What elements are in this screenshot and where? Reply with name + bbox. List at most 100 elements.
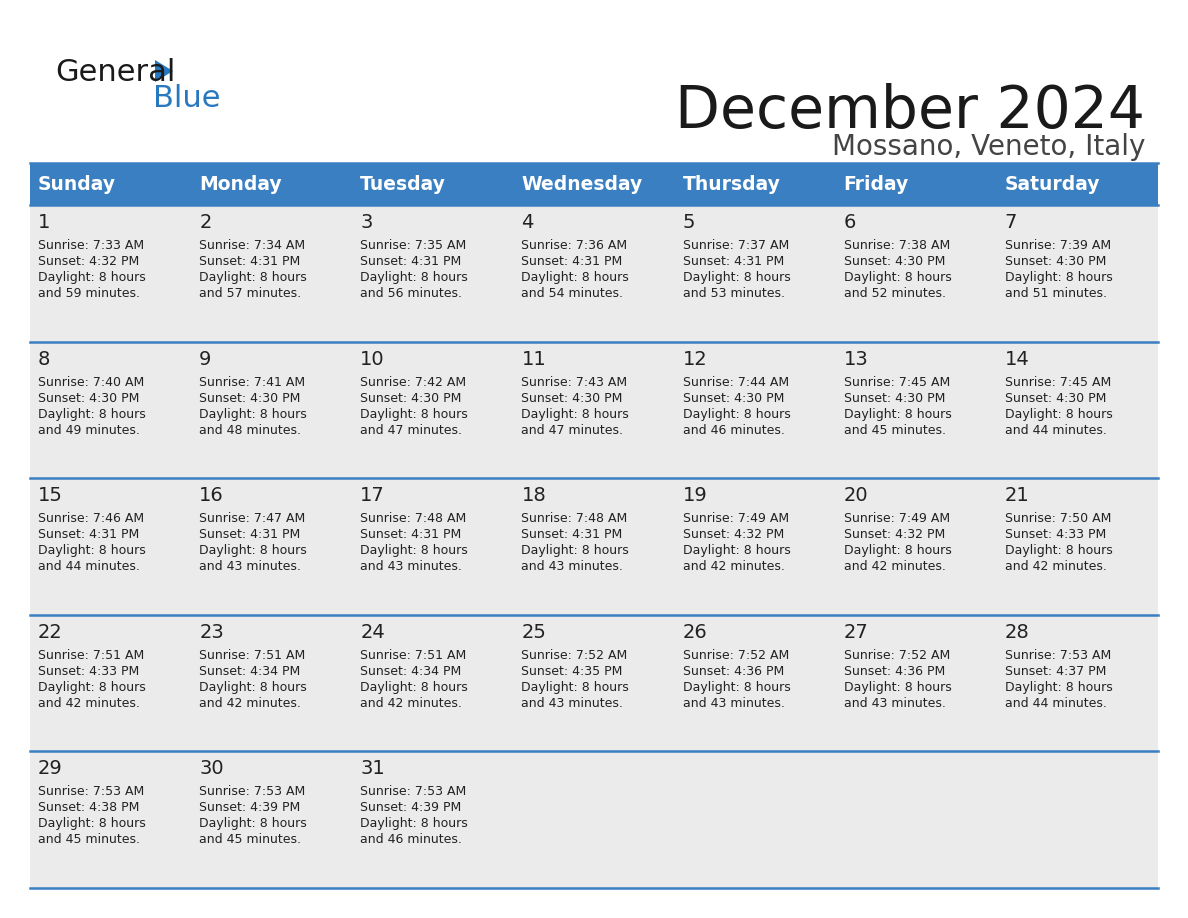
Bar — [30, 615, 1158, 752]
Text: and 48 minutes.: and 48 minutes. — [200, 423, 301, 437]
Text: Sunset: 4:30 PM: Sunset: 4:30 PM — [843, 392, 946, 405]
Text: Mossano, Veneto, Italy: Mossano, Veneto, Italy — [832, 133, 1145, 161]
Text: 7: 7 — [1005, 213, 1017, 232]
Text: Daylight: 8 hours: Daylight: 8 hours — [360, 681, 468, 694]
Text: Sunset: 4:30 PM: Sunset: 4:30 PM — [200, 392, 301, 405]
Text: Daylight: 8 hours: Daylight: 8 hours — [1005, 681, 1113, 694]
Text: Sunrise: 7:53 AM: Sunrise: 7:53 AM — [360, 786, 467, 799]
Text: and 59 minutes.: and 59 minutes. — [38, 287, 140, 300]
Text: Sunset: 4:39 PM: Sunset: 4:39 PM — [360, 801, 461, 814]
Text: Sunset: 4:36 PM: Sunset: 4:36 PM — [683, 665, 784, 677]
Text: Daylight: 8 hours: Daylight: 8 hours — [843, 271, 952, 284]
Text: Sunrise: 7:34 AM: Sunrise: 7:34 AM — [200, 239, 305, 252]
Text: and 47 minutes.: and 47 minutes. — [522, 423, 624, 437]
Text: 28: 28 — [1005, 622, 1030, 642]
Text: Daylight: 8 hours: Daylight: 8 hours — [200, 681, 307, 694]
Text: Sunrise: 7:48 AM: Sunrise: 7:48 AM — [522, 512, 627, 525]
Text: Sunrise: 7:45 AM: Sunrise: 7:45 AM — [843, 375, 950, 388]
Text: 30: 30 — [200, 759, 223, 778]
Text: Daylight: 8 hours: Daylight: 8 hours — [38, 817, 146, 831]
Text: Sunset: 4:30 PM: Sunset: 4:30 PM — [1005, 392, 1106, 405]
Text: Sunset: 4:33 PM: Sunset: 4:33 PM — [1005, 528, 1106, 542]
Text: and 43 minutes.: and 43 minutes. — [522, 560, 624, 573]
Text: and 42 minutes.: and 42 minutes. — [683, 560, 784, 573]
Text: and 42 minutes.: and 42 minutes. — [1005, 560, 1107, 573]
Text: and 44 minutes.: and 44 minutes. — [1005, 423, 1107, 437]
Text: General: General — [55, 58, 176, 87]
Text: 3: 3 — [360, 213, 373, 232]
Text: Sunrise: 7:53 AM: Sunrise: 7:53 AM — [200, 786, 305, 799]
Text: Daylight: 8 hours: Daylight: 8 hours — [200, 817, 307, 831]
Text: and 45 minutes.: and 45 minutes. — [843, 423, 946, 437]
Text: Sunrise: 7:50 AM: Sunrise: 7:50 AM — [1005, 512, 1111, 525]
Text: Daylight: 8 hours: Daylight: 8 hours — [38, 681, 146, 694]
Text: Daylight: 8 hours: Daylight: 8 hours — [1005, 544, 1113, 557]
Text: and 47 minutes.: and 47 minutes. — [360, 423, 462, 437]
Text: Sunset: 4:33 PM: Sunset: 4:33 PM — [38, 665, 139, 677]
Text: and 44 minutes.: and 44 minutes. — [38, 560, 140, 573]
Text: 13: 13 — [843, 350, 868, 369]
Text: 15: 15 — [38, 487, 63, 505]
Text: Sunset: 4:39 PM: Sunset: 4:39 PM — [200, 801, 301, 814]
Text: Sunset: 4:31 PM: Sunset: 4:31 PM — [200, 255, 301, 268]
Text: Sunrise: 7:43 AM: Sunrise: 7:43 AM — [522, 375, 627, 388]
Text: 24: 24 — [360, 622, 385, 642]
Bar — [30, 478, 1158, 615]
Text: and 45 minutes.: and 45 minutes. — [200, 834, 301, 846]
Text: Sunrise: 7:46 AM: Sunrise: 7:46 AM — [38, 512, 144, 525]
Text: Sunset: 4:32 PM: Sunset: 4:32 PM — [683, 528, 784, 542]
Text: Daylight: 8 hours: Daylight: 8 hours — [683, 544, 790, 557]
Text: Daylight: 8 hours: Daylight: 8 hours — [843, 544, 952, 557]
Text: Sunrise: 7:45 AM: Sunrise: 7:45 AM — [1005, 375, 1111, 388]
Text: Daylight: 8 hours: Daylight: 8 hours — [683, 408, 790, 420]
Text: 1: 1 — [38, 213, 50, 232]
Text: 2: 2 — [200, 213, 211, 232]
Text: Daylight: 8 hours: Daylight: 8 hours — [38, 408, 146, 420]
Text: Sunset: 4:35 PM: Sunset: 4:35 PM — [522, 665, 623, 677]
Text: Sunday: Sunday — [38, 174, 116, 194]
Text: and 46 minutes.: and 46 minutes. — [683, 423, 784, 437]
Text: Monday: Monday — [200, 174, 282, 194]
Text: 26: 26 — [683, 622, 707, 642]
Text: Daylight: 8 hours: Daylight: 8 hours — [522, 408, 630, 420]
Text: and 53 minutes.: and 53 minutes. — [683, 287, 784, 300]
Text: Daylight: 8 hours: Daylight: 8 hours — [683, 271, 790, 284]
Text: Sunset: 4:30 PM: Sunset: 4:30 PM — [1005, 255, 1106, 268]
Polygon shape — [154, 60, 173, 82]
Text: Daylight: 8 hours: Daylight: 8 hours — [683, 681, 790, 694]
Text: and 42 minutes.: and 42 minutes. — [38, 697, 140, 710]
Text: 17: 17 — [360, 487, 385, 505]
Text: Sunset: 4:34 PM: Sunset: 4:34 PM — [360, 665, 461, 677]
Text: 27: 27 — [843, 622, 868, 642]
Text: Wednesday: Wednesday — [522, 174, 643, 194]
Text: and 56 minutes.: and 56 minutes. — [360, 287, 462, 300]
Text: 25: 25 — [522, 622, 546, 642]
Text: 14: 14 — [1005, 350, 1030, 369]
Text: and 43 minutes.: and 43 minutes. — [360, 560, 462, 573]
Text: Sunrise: 7:47 AM: Sunrise: 7:47 AM — [200, 512, 305, 525]
Text: Daylight: 8 hours: Daylight: 8 hours — [843, 408, 952, 420]
Text: Friday: Friday — [843, 174, 909, 194]
Text: Daylight: 8 hours: Daylight: 8 hours — [360, 544, 468, 557]
Text: and 43 minutes.: and 43 minutes. — [200, 560, 301, 573]
Text: Sunrise: 7:53 AM: Sunrise: 7:53 AM — [38, 786, 144, 799]
Text: 4: 4 — [522, 213, 533, 232]
Text: Daylight: 8 hours: Daylight: 8 hours — [38, 271, 146, 284]
Text: Daylight: 8 hours: Daylight: 8 hours — [200, 408, 307, 420]
Text: 29: 29 — [38, 759, 63, 778]
Text: Daylight: 8 hours: Daylight: 8 hours — [38, 544, 146, 557]
Text: and 51 minutes.: and 51 minutes. — [1005, 287, 1107, 300]
Text: Sunset: 4:31 PM: Sunset: 4:31 PM — [683, 255, 784, 268]
Text: Sunset: 4:31 PM: Sunset: 4:31 PM — [522, 528, 623, 542]
Text: Sunrise: 7:49 AM: Sunrise: 7:49 AM — [843, 512, 950, 525]
Text: 20: 20 — [843, 487, 868, 505]
Text: 11: 11 — [522, 350, 546, 369]
Text: Sunrise: 7:42 AM: Sunrise: 7:42 AM — [360, 375, 467, 388]
Text: Sunset: 4:31 PM: Sunset: 4:31 PM — [38, 528, 139, 542]
Text: Sunset: 4:31 PM: Sunset: 4:31 PM — [360, 255, 461, 268]
Text: Daylight: 8 hours: Daylight: 8 hours — [360, 408, 468, 420]
Text: Sunrise: 7:36 AM: Sunrise: 7:36 AM — [522, 239, 627, 252]
Text: Sunrise: 7:40 AM: Sunrise: 7:40 AM — [38, 375, 144, 388]
Text: Daylight: 8 hours: Daylight: 8 hours — [522, 681, 630, 694]
Text: and 42 minutes.: and 42 minutes. — [360, 697, 462, 710]
